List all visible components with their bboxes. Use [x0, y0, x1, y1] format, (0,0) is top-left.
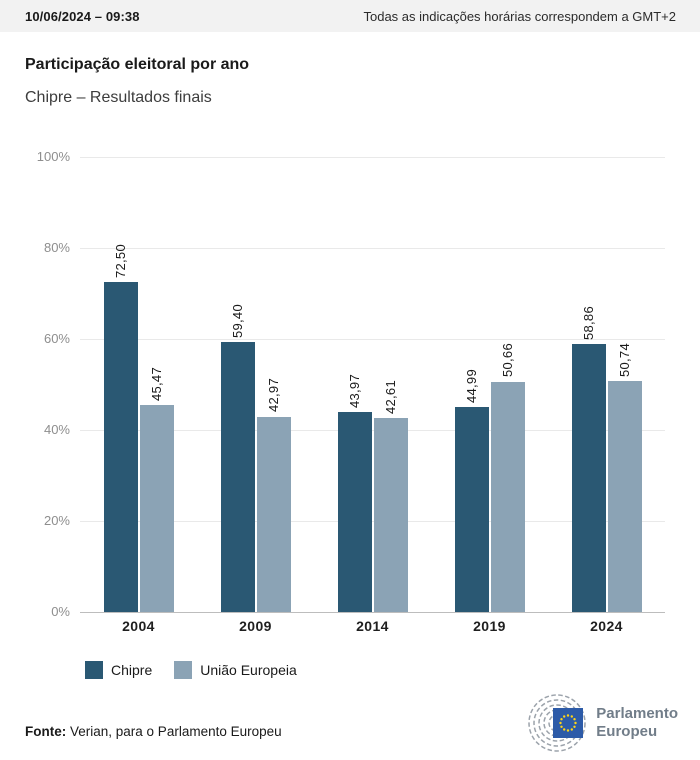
legend-swatch [85, 661, 103, 679]
timezone-note: Todas as indicações horárias corresponde… [363, 8, 676, 24]
y-axis-tick-20: 20% [43, 513, 70, 528]
gridline-80 [80, 248, 665, 249]
source-text: Verian, para o Parlamento Europeu [66, 724, 282, 739]
bar-value-label-anchor: 43,97 [338, 374, 372, 408]
x-axis-label-2024: 2024 [590, 618, 623, 634]
bar-value-label-anchor: 45,47 [140, 367, 174, 401]
eu-flag-stars [559, 714, 577, 732]
gridline-20 [80, 521, 665, 522]
gridline-60 [80, 339, 665, 340]
bar-value-label-anchor: 59,40 [221, 304, 255, 338]
x-axis-label-2009: 2009 [239, 618, 272, 634]
bar-value-label: 43,97 [347, 373, 362, 408]
legend-label: União Europeia [200, 662, 297, 678]
report-datetime: 10/06/2024 – 09:38 [25, 8, 140, 24]
y-axis-tick-80: 80% [43, 240, 70, 255]
bar-união-europeia-2019 [490, 381, 525, 612]
bar-value-label-anchor: 44,99 [455, 369, 489, 403]
bar-value-label-anchor: 50,74 [608, 343, 642, 377]
bar-chipre-2024 [571, 344, 606, 612]
bar-value-label: 58,86 [581, 306, 596, 341]
bar-união-europeia-2009 [256, 416, 291, 612]
chart-legend: Chipre União Europeia [85, 661, 297, 679]
turnout-bar-chart: 0% 20% 40% 60% 80% 100% 72,50 45,47 2004 59,40 42,… [0, 140, 700, 648]
european-parliament-logo: Parlamento Europeu [523, 694, 678, 752]
bar-value-label: 50,74 [617, 343, 632, 378]
x-axis-label-2019: 2019 [473, 618, 506, 634]
bar-value-label-anchor: 42,97 [257, 378, 291, 412]
ep-logo-line1: Parlamento [596, 705, 678, 723]
x-axis-label-2004: 2004 [122, 618, 155, 634]
eu-flag-icon [553, 708, 584, 738]
bar-value-label: 44,99 [464, 369, 479, 404]
bar-união-europeia-2014 [373, 418, 408, 612]
y-axis-tick-0: 0% [51, 604, 70, 619]
gridline-0 [80, 612, 665, 613]
bar-value-label: 59,40 [230, 303, 245, 338]
bar-chipre-2004 [103, 282, 138, 612]
source-label: Fonte: [25, 724, 67, 739]
bar-chipre-2009 [220, 341, 255, 612]
chart-subtitle: Chipre – Resultados finais [25, 89, 212, 106]
bar-chipre-2014 [337, 411, 372, 612]
source-note: Fonte: Verian, para o Parlamento Europeu [25, 724, 282, 739]
bar-união-europeia-2024 [607, 381, 642, 612]
legend-label: Chipre [111, 662, 153, 678]
bar-união-europeia-2004 [139, 405, 174, 612]
y-axis-tick-100: 100% [36, 149, 70, 164]
bar-value-label-anchor: 50,66 [491, 343, 525, 377]
bar-value-label-anchor: 58,86 [572, 306, 606, 340]
y-axis-tick-40: 40% [43, 422, 70, 437]
ep-hemicycle-icon [528, 694, 587, 752]
bar-value-label: 42,97 [266, 378, 281, 413]
legend-item-união-europeia: União Europeia [174, 661, 297, 679]
bar-value-label-anchor: 72,50 [104, 244, 138, 278]
bar-value-label: 72,50 [113, 244, 128, 279]
gridline-40 [80, 430, 665, 431]
bar-value-label: 42,61 [383, 380, 398, 415]
legend-item-chipre: Chipre [85, 661, 152, 679]
bar-value-label: 50,66 [500, 343, 515, 378]
header-bar: 10/06/2024 – 09:38 Todas as indicações h… [0, 0, 700, 32]
gridline-100 [80, 157, 665, 158]
page-title: Participação eleitoral por ano [25, 56, 250, 73]
bar-value-label-anchor: 42,61 [374, 380, 408, 414]
legend-swatch [174, 661, 193, 679]
bar-value-label: 45,47 [149, 367, 164, 402]
ep-logo-line2: Europeu [596, 723, 658, 740]
ep-logo-wordmark: Parlamento Europeu [596, 705, 678, 740]
y-axis-tick-60: 60% [43, 331, 70, 346]
bar-chipre-2019 [454, 407, 489, 612]
x-axis-label-2014: 2014 [356, 618, 389, 634]
